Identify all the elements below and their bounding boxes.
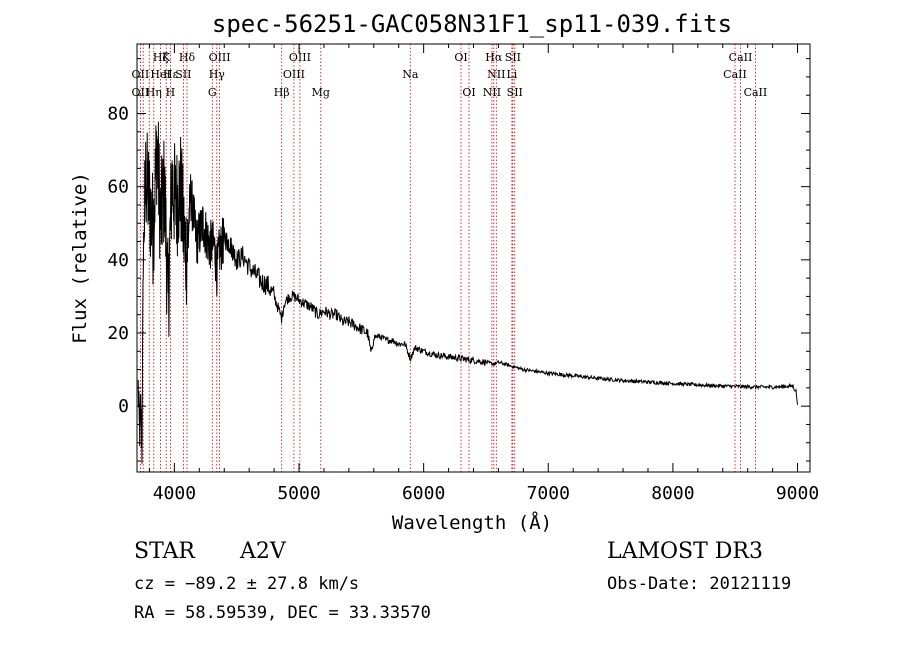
object-type: STAR [134,539,195,564]
spectral-line-label: Na [402,68,419,81]
spectral-line-label: Li [506,68,517,81]
y-tick-label: 20 [107,323,129,344]
spectral-line-label: Hη [146,86,162,99]
y-tick-label: 40 [107,250,129,271]
x-axis-label: Wavelength (Å) [392,511,552,534]
x-tick-label: 8000 [651,483,694,504]
spectral-line-label: NII [483,86,501,99]
x-tick-label: 9000 [776,483,819,504]
spectral-line-label: Hα [485,51,503,64]
spectral-line-label: Hγ [209,68,226,81]
spectral-line-label: CaII [723,68,747,81]
spectral-line-label: Hζ [153,51,169,64]
y-tick-label: 0 [118,396,129,417]
x-tick-label: 6000 [402,483,445,504]
spectral-line-label: H [166,86,176,99]
spectral-line-label: SII [507,86,523,99]
axis-ticks [137,44,810,472]
survey-name: LAMOST DR3 [607,539,763,564]
spectrum-line [137,121,798,464]
redshift-cz: cz = −89.2 ± 27.8 km/s [134,574,360,594]
spectral-line-label: OIII [283,68,305,81]
spectral-line-label: OIII [209,51,231,64]
y-axis-label: Flux (relative) [69,172,91,344]
axis-tick-labels: 4000 5000 6000 7000 8000 9000 0 20 40 60 80 [107,104,819,504]
spectral-line-label: Hδ [179,51,196,64]
spectral-line-label: OIII [289,51,311,64]
y-tick-label: 80 [107,104,129,125]
object-subclass: A2V [240,539,286,564]
spectral-line-label: OII [132,68,150,81]
x-tick-label: 4000 [153,483,196,504]
spectrum-group [137,121,798,464]
spectral-line-label: OI [462,86,475,99]
observation-date: Obs-Date: 20121119 [607,574,792,594]
x-tick-label: 7000 [527,483,570,504]
spectral-line-label: OII [132,86,150,99]
spectral-line-label: Mg [312,86,330,99]
spectral-line-label: HeI [150,68,170,81]
x-tick-label: 5000 [277,483,320,504]
spectral-line-label: G [208,86,217,99]
coordinates: RA = 58.59539, DEC = 33.33570 [134,603,431,623]
spectral-line-label: OI [454,51,467,64]
y-tick-label: 60 [107,177,129,198]
spectral-line-label: Hβ [274,86,290,99]
spectral-line-label: CaII [744,86,768,99]
spectral-line-label: K [162,51,171,64]
spectral-line-label: CaII [729,51,753,64]
spectral-line-label: SII [505,51,521,64]
spectral-line-label: NII [487,68,505,81]
spectral-line-label: SII [175,68,191,81]
chart-title: spec-56251-GAC058N31F1_sp11-039.fits [212,10,732,38]
spectral-line-label: Hε [163,68,179,81]
